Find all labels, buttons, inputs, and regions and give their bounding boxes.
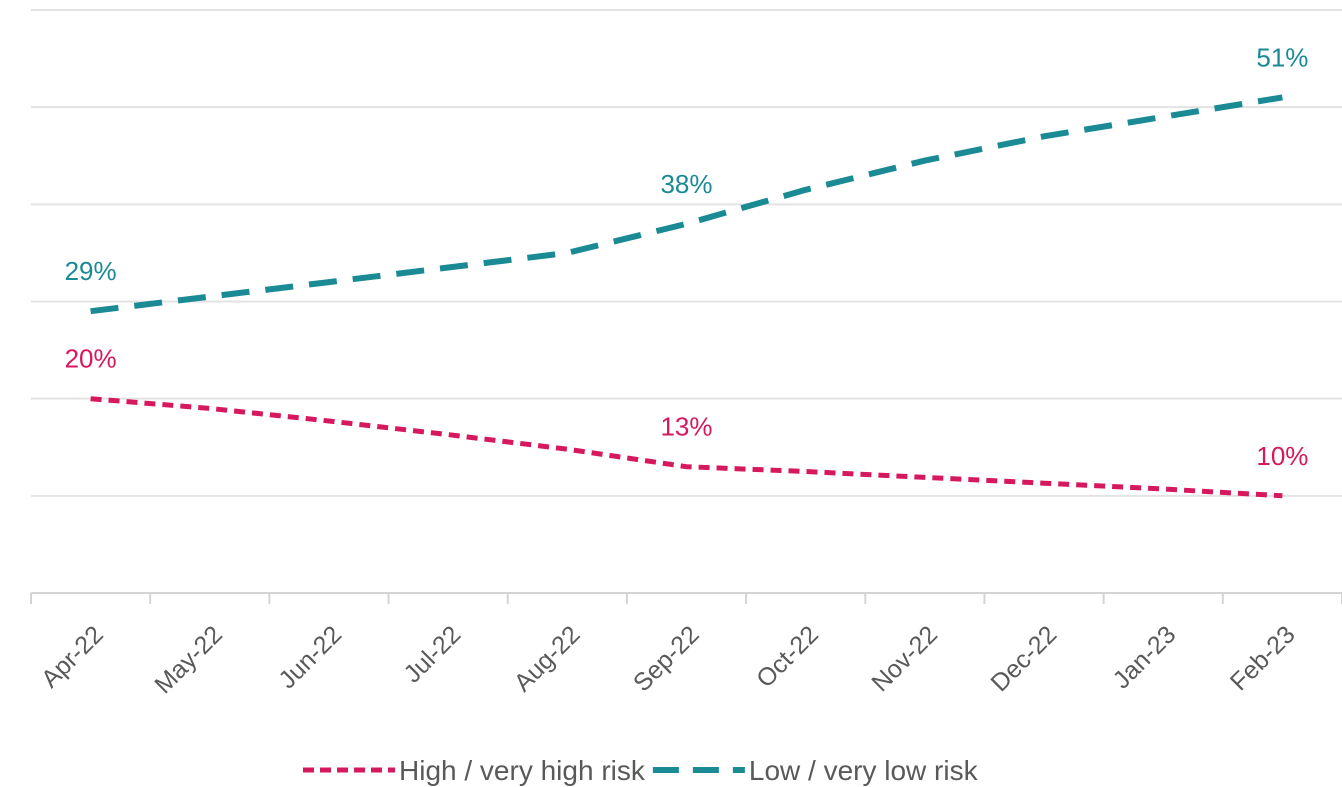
x-tick-label: Jan-23 xyxy=(1108,620,1182,694)
x-tick-label: Dec-22 xyxy=(986,620,1063,697)
x-tick-label: Jul-22 xyxy=(398,620,466,688)
legend-label: High / very high risk xyxy=(399,755,646,786)
x-tick-label: Apr-22 xyxy=(36,620,109,693)
legend: High / very high risk Low / very low risk xyxy=(303,755,979,786)
x-tick-label: May-22 xyxy=(149,620,228,699)
x-tick-label: Nov-22 xyxy=(866,620,943,697)
x-tick-label: Feb-23 xyxy=(1225,620,1301,696)
data-label: 51% xyxy=(1256,42,1308,72)
x-tick-labels: Apr-22 May-22 Jun-22 Jul-22 Aug-22 Sep-22 Oct-… xyxy=(36,620,1301,699)
series-lines xyxy=(90,94,1283,499)
data-label: 20% xyxy=(65,344,117,374)
series-line-low-risk xyxy=(90,94,1283,315)
gridlines xyxy=(31,9,1342,497)
x-axis xyxy=(30,592,1342,604)
x-tick-label: Oct-22 xyxy=(751,620,824,693)
x-tick-label: Sep-22 xyxy=(628,620,705,697)
legend-label: Low / very low risk xyxy=(749,755,979,786)
series-line-high-risk xyxy=(90,396,1283,499)
data-labels: 20% 13% 10% 29% 38% 51% xyxy=(65,42,1309,470)
data-label: 29% xyxy=(65,256,117,286)
data-label: 10% xyxy=(1256,441,1308,471)
x-tick-label: Aug-22 xyxy=(509,620,586,697)
data-label: 13% xyxy=(660,412,712,442)
data-label: 38% xyxy=(660,169,712,199)
x-tick-label: Jun-22 xyxy=(273,620,347,694)
